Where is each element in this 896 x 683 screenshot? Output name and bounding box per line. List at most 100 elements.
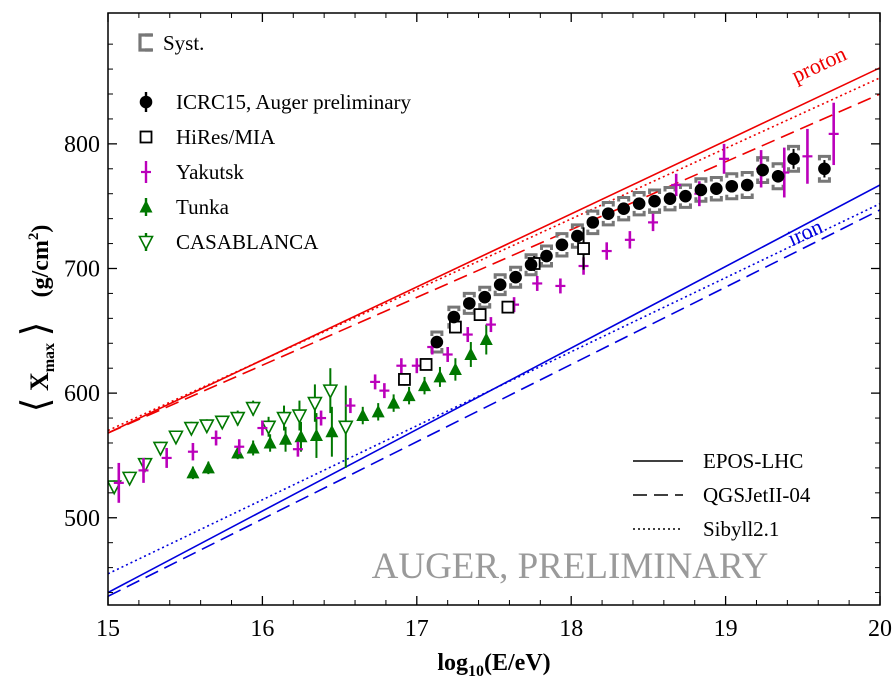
data-point	[186, 465, 200, 479]
legend-label-0: ICRC15, Auger preliminary	[176, 90, 412, 114]
data-point	[325, 424, 339, 438]
syst-bracket-bottom	[694, 197, 708, 203]
data-point	[462, 297, 476, 310]
data-point	[231, 445, 245, 459]
data-point	[524, 258, 538, 272]
series-tunka	[186, 324, 493, 480]
model-line-3	[108, 184, 880, 594]
syst-bracket-top	[756, 156, 770, 162]
y-tick-label-1: 600	[64, 381, 100, 407]
data-point	[356, 408, 370, 422]
data-point	[430, 335, 444, 349]
data-point	[540, 249, 553, 263]
x-axis-label-suffix: (E/eV)	[484, 650, 551, 676]
syst-bracket-top	[709, 176, 723, 182]
series-hires-mia	[398, 227, 590, 386]
syst-bracket-top	[493, 273, 507, 279]
syst-bracket-top	[509, 265, 523, 272]
syst-bracket-top	[462, 291, 476, 298]
legend-syst-swatch	[138, 33, 152, 52]
data-point	[419, 358, 433, 371]
data-point	[294, 429, 308, 443]
data-point	[818, 162, 831, 176]
data-point	[617, 202, 630, 215]
y-axis-unit-sup: 2	[26, 233, 42, 241]
data-point	[771, 169, 785, 183]
data-point	[493, 278, 507, 291]
syst-bracket-top	[430, 330, 444, 337]
syst-bracket-bottom	[787, 167, 801, 173]
y-axis-label-close-bracket: ⟩	[15, 322, 57, 337]
syst-bracket-bottom	[478, 303, 492, 309]
syst-bracket-bottom	[586, 229, 600, 236]
syst-bracket-top	[663, 185, 677, 192]
legend-label-4: CASABLANCA	[176, 230, 319, 254]
model-legend-label-2: Sibyll2.1	[703, 517, 779, 541]
legend-swatch-3	[139, 200, 153, 213]
syst-bracket-top	[617, 195, 631, 202]
syst-bracket-bottom	[509, 283, 523, 289]
data-point	[121, 471, 138, 487]
data-point	[229, 411, 246, 427]
x-tick-label-4: 19	[714, 616, 738, 642]
data-point	[663, 192, 677, 206]
legend-swatch-1	[139, 130, 153, 144]
y-tick-label-0: 500	[64, 506, 100, 532]
syst-bracket-bottom	[632, 210, 646, 217]
x-tick-label-5: 20	[868, 616, 892, 642]
syst-bracket-top	[694, 177, 708, 183]
legend-swatch-4	[138, 235, 154, 251]
legend-label-2: Yakutsk	[176, 160, 244, 184]
data-point	[263, 435, 277, 449]
data-point	[756, 163, 769, 177]
data-point	[168, 430, 184, 446]
syst-bracket-top	[539, 244, 553, 251]
syst-bracket-top	[586, 209, 600, 216]
iron-label: iron	[784, 214, 827, 251]
plot-frame	[107, 12, 881, 606]
data-point	[246, 440, 260, 454]
model-legend-label-0: EPOS-LHC	[703, 449, 803, 473]
y-axis-label-text: Xmax	[25, 343, 58, 391]
data-point	[309, 428, 323, 442]
legend-syst-label: Syst.	[163, 31, 204, 55]
syst-bracket-top	[817, 154, 831, 161]
data-point	[648, 194, 661, 208]
data-point	[245, 401, 261, 417]
data-point	[322, 384, 339, 400]
data-point	[464, 347, 478, 360]
series-yakutsk	[113, 102, 839, 503]
data-point	[214, 415, 231, 431]
data-point	[387, 396, 401, 409]
syst-bracket-bottom	[601, 220, 615, 227]
data-point	[418, 378, 432, 392]
y-axis-label-unit: (g/cm2)	[26, 225, 54, 298]
data-point	[501, 300, 515, 314]
syst-bracket-bottom	[817, 177, 831, 183]
syst-bracket-bottom	[617, 215, 631, 222]
y-axis-label: ⟨ Xmax ⟩ (g/cm2)	[15, 225, 58, 413]
syst-bracket-top	[524, 253, 538, 259]
watermark: AUGER, PRELIMINARY	[372, 546, 769, 587]
data-point	[725, 179, 739, 193]
syst-bracket-top	[740, 171, 754, 177]
syst-bracket-top	[632, 190, 646, 197]
y-axis-label-sub: max	[41, 343, 58, 372]
syst-bracket-bottom	[648, 208, 662, 214]
syst-bracket-top	[678, 183, 692, 189]
series-casablanca	[108, 368, 354, 496]
data-points	[108, 102, 839, 503]
data-point	[402, 388, 416, 402]
data-point	[710, 182, 723, 196]
syst-bracket-top	[725, 172, 739, 178]
series-icrc15-auger-preliminary	[430, 148, 831, 349]
ticks: 15 16 17 18 19 20 500 600 700 800	[64, 13, 892, 642]
y-axis-label-main: X	[25, 372, 54, 391]
data-point	[571, 229, 584, 243]
proton-label: proton	[788, 41, 851, 88]
syst-bracket-bottom	[771, 184, 785, 191]
data-point	[448, 320, 462, 334]
data-point	[447, 310, 461, 324]
legend-label-3: Tunka	[176, 195, 230, 219]
